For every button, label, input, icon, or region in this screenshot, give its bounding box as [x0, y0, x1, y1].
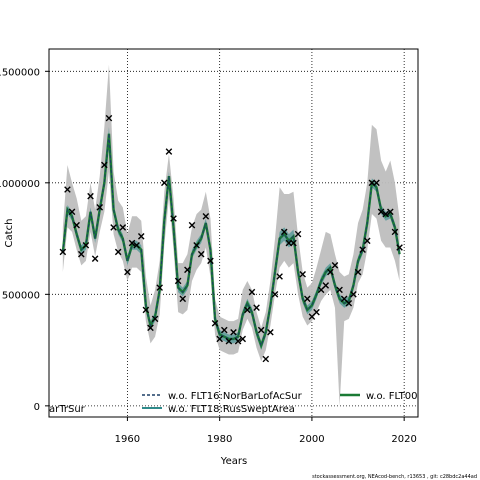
obs-point-29 [193, 241, 200, 249]
band-outer [62, 64, 400, 406]
obs-point-32 [207, 257, 214, 265]
obs-point-41 [248, 288, 256, 296]
obs-point-35 [220, 326, 228, 334]
obs-point-72 [391, 228, 399, 236]
obs-point-7 [91, 255, 99, 262]
obs-point-47 [276, 273, 283, 280]
obs-point-40 [244, 306, 251, 314]
obs-point-8 [96, 204, 104, 211]
obs-point-25 [174, 277, 182, 285]
y-axis-title: Catch [4, 219, 15, 248]
obs-point-69 [377, 208, 385, 216]
obs-point-24 [170, 215, 177, 222]
obs-point-16 [133, 241, 140, 249]
x-tick-label-3: 2020 [391, 434, 416, 445]
obs-point-20 [151, 315, 159, 323]
obs-point-0 [59, 248, 67, 256]
y-tick-label-0: 0 [34, 402, 40, 413]
obs-point-27 [184, 266, 191, 274]
obs-point-42 [253, 304, 260, 312]
obs-point-2 [68, 208, 76, 216]
legend-label-1: w.o. FLT16:NorBarLofAcSur [168, 391, 303, 402]
obs-point-50 [290, 239, 297, 247]
obs-point-3 [73, 221, 80, 229]
obs-point-53 [304, 295, 311, 303]
obs-point-10 [105, 114, 113, 122]
obs-point-44 [262, 355, 270, 363]
obs-point-36 [225, 337, 233, 345]
obs-point-63 [350, 291, 357, 298]
y-tick-label-1: 500000 [2, 290, 40, 301]
obs-point-23 [165, 148, 173, 155]
x-tick-label-1: 1980 [207, 434, 232, 445]
obs-point-31 [202, 212, 210, 220]
obs-point-71 [387, 208, 394, 216]
obs-point-9 [101, 161, 108, 169]
obs-point-37 [230, 328, 237, 336]
obs-point-30 [197, 250, 205, 258]
obs-point-58 [327, 268, 334, 276]
obs-point-48 [280, 228, 288, 236]
obs-point-38 [234, 337, 242, 345]
obs-point-11 [110, 224, 117, 231]
plot-frame [48, 48, 419, 418]
obs-point-45 [267, 328, 274, 336]
obs-point-28 [188, 221, 196, 229]
obs-point-62 [345, 299, 353, 307]
obs-point-52 [299, 270, 306, 278]
obs-point-13 [119, 224, 127, 231]
obs-point-5 [82, 241, 90, 249]
x-tick-label-0: 1960 [115, 434, 140, 445]
footer-note: stockassessment.org, NEAcod-bench, r1365… [312, 474, 477, 480]
obs-point-64 [354, 268, 362, 276]
grid [49, 49, 418, 417]
obs-point-26 [179, 295, 187, 303]
legend-label-0: arTrSur [49, 404, 86, 415]
obs-point-34 [216, 335, 223, 343]
obs-point-70 [382, 210, 390, 218]
obs-point-19 [147, 324, 154, 332]
legend: arTrSur w.o. FLT16:NorBarLofAcSur w.o. F… [49, 391, 418, 415]
obs-point-57 [322, 282, 330, 289]
obs-point-43 [257, 326, 265, 334]
observations [59, 114, 403, 363]
obs-point-39 [239, 335, 247, 343]
obs-point-15 [128, 239, 136, 247]
obs-point-51 [294, 230, 302, 238]
obs-point-60 [336, 286, 343, 294]
obs-point-6 [87, 192, 94, 200]
y-tick-label-2: 1000000 [0, 179, 40, 190]
x-axis: 1960 1980 2000 2020 [115, 417, 417, 445]
obs-point-46 [271, 291, 279, 298]
obs-point-14 [124, 268, 131, 276]
obs-point-65 [359, 246, 366, 254]
obs-point-12 [114, 248, 122, 256]
obs-point-68 [373, 179, 380, 187]
obs-point-73 [396, 244, 403, 251]
obs-point-18 [142, 306, 150, 314]
obs-point-4 [77, 250, 85, 258]
obs-point-22 [161, 179, 168, 187]
obs-point-33 [211, 320, 219, 327]
obs-point-1 [64, 186, 71, 193]
obs-point-17 [137, 233, 145, 240]
y-axis: 0 500000 1000000 1500000 [0, 67, 49, 413]
y-tick-label-3: 1500000 [0, 67, 40, 78]
obs-point-21 [156, 284, 163, 291]
obs-point-66 [363, 237, 371, 245]
obs-point-59 [331, 262, 339, 269]
legend-label-2: w.o. FLT18:RusSweptArea [168, 404, 295, 415]
legend-label-3: w.o. FLT00 [366, 391, 418, 402]
x-axis-title: Years [220, 456, 247, 467]
obs-point-55 [313, 308, 320, 316]
x-tick-label-2: 2000 [299, 434, 324, 445]
